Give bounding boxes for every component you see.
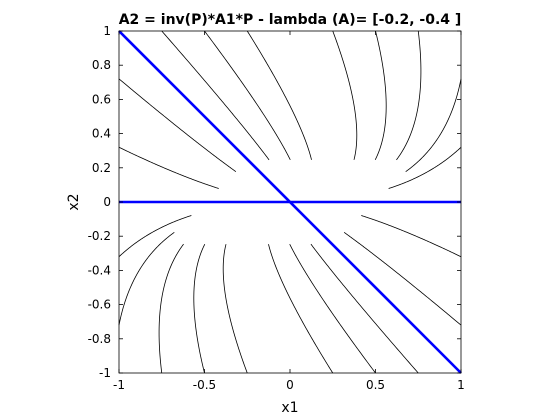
trajectory-curve (396, 30, 422, 161)
trajectory-curve (310, 243, 419, 374)
x-axis-label: x1 (281, 400, 298, 416)
trajectory-curve (158, 243, 184, 374)
trajectory-curve (161, 30, 270, 161)
eigenvector-layer (118, 30, 462, 374)
y-tick-label: -0.2 (88, 229, 111, 243)
chart-title: A2 = inv(P)*A1*P - lambda (A)= [-0.2, -0… (119, 12, 462, 28)
trajectory-curve (343, 232, 462, 326)
trajectory-curve (246, 30, 312, 160)
y-tick-label: 0.2 (92, 161, 111, 175)
trajectory-curve (388, 146, 462, 189)
trajectory-layer (118, 30, 462, 374)
trajectory-curve (374, 30, 387, 161)
trajectory-curve (118, 232, 175, 326)
trajectory-curve (289, 243, 376, 374)
x-tick-label: -1 (113, 378, 125, 392)
y-tick-label: -0.6 (88, 298, 111, 312)
y-tick-label: 0.6 (92, 92, 111, 106)
trajectory-curve (222, 244, 248, 374)
x-tick-label: -0.5 (193, 378, 216, 392)
x-tick-label: 0 (286, 378, 294, 392)
y-tick-label: 0.8 (92, 58, 111, 72)
eigenvector-line (118, 30, 462, 374)
trajectory-curve (332, 30, 358, 160)
x-tick-label: 0.5 (366, 378, 385, 392)
y-tick-label: 0 (103, 195, 111, 209)
trajectory-curve (193, 243, 206, 374)
y-tick-label: -0.4 (88, 263, 111, 277)
ticks-layer: -1 -0.5 0 0.5 1 -1 -0.8 -0.6 -0.4 -0.2 0 0.2 0.4 0.6 0… (88, 24, 465, 392)
trajectory-curve (268, 244, 334, 374)
trajectory-curve (204, 30, 291, 161)
y-tick-label: -0.8 (88, 332, 111, 346)
x-tick-label: 1 (457, 378, 465, 392)
trajectory-curve (118, 146, 219, 189)
trajectory-curve (361, 215, 462, 258)
y-tick-label: -1 (99, 366, 111, 380)
trajectory-curve (118, 215, 192, 258)
trajectory-curve (118, 78, 237, 172)
y-tick-label: 0.4 (92, 127, 111, 141)
y-tick-label: 1 (103, 24, 111, 38)
trajectory-curve (405, 78, 462, 172)
y-axis-label: x2 (66, 193, 82, 210)
